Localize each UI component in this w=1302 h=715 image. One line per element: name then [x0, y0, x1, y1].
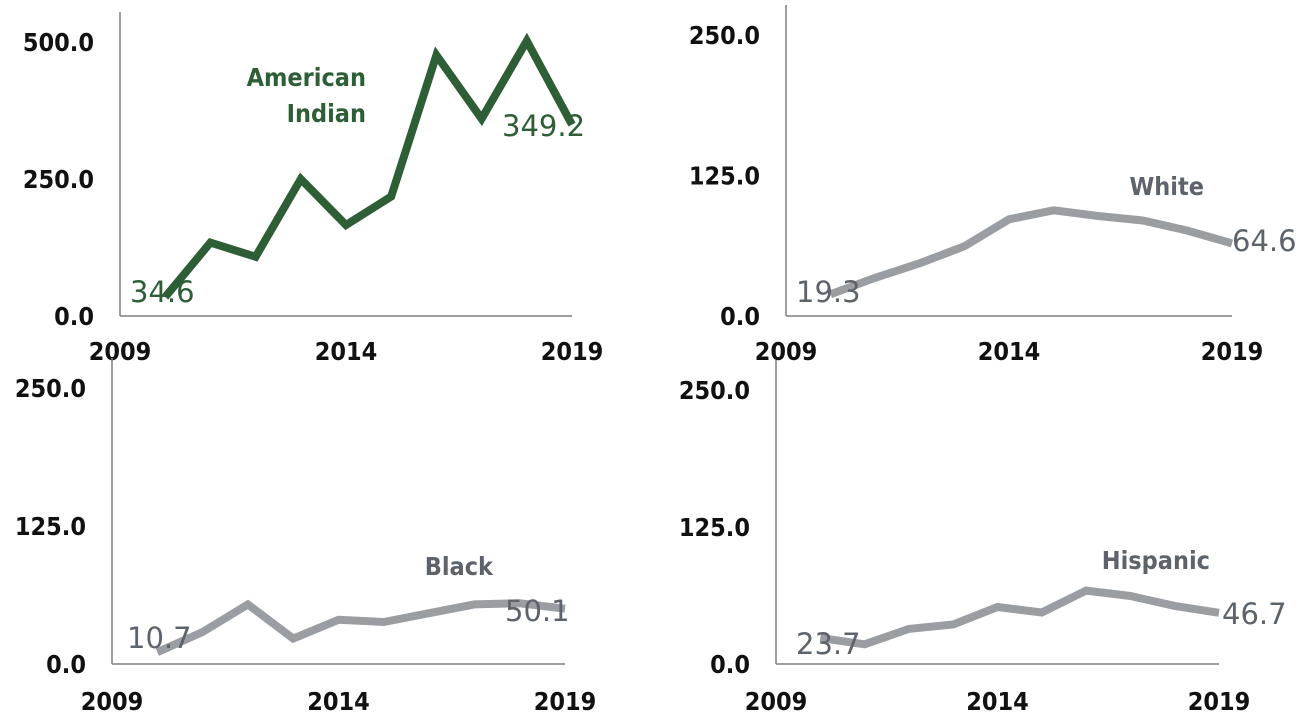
- x-tick-label: 2019: [534, 687, 597, 715]
- x-tick-label: 2009: [89, 337, 152, 366]
- y-tick-label: 250.0: [689, 21, 760, 50]
- series-line-hispanic: [819, 586, 1220, 649]
- last-value-label: 64.6: [1232, 224, 1297, 258]
- y-tick-label: 250.0: [23, 165, 94, 194]
- series-name-label: Hispanic: [1102, 546, 1210, 575]
- panel-hispanic: 0.0 125.0 250.0 2009 2014 2019 Hispanic 23.7 46.…: [679, 360, 1287, 715]
- last-value-label: 46.7: [1222, 597, 1287, 631]
- y-tick-label: 0.0: [710, 650, 750, 679]
- y-tick-label: 250.0: [15, 374, 86, 403]
- y-tick-label: 125.0: [15, 512, 86, 541]
- y-tick-label: 250.0: [679, 376, 750, 405]
- x-tick-label: 2014: [315, 337, 378, 366]
- series-line-white: [829, 206, 1234, 299]
- first-value-label: 34.6: [130, 275, 195, 309]
- first-value-label: 10.7: [127, 621, 192, 655]
- x-tick-label: 2019: [1201, 337, 1264, 366]
- series-name-line: Indian: [287, 99, 366, 128]
- first-value-label: 23.7: [796, 627, 861, 661]
- series-line-american-indian: [162, 32, 576, 300]
- last-value-label: 349.2: [502, 109, 585, 143]
- y-tick-label: 125.0: [679, 513, 750, 542]
- y-tick-label: 125.0: [689, 162, 760, 191]
- x-tick-label: 2009: [755, 337, 818, 366]
- x-tick-label: 2009: [745, 687, 808, 715]
- panel-white: 0.0 125.0 250.0 2009 2014 2019 White 19.3 64.6: [689, 5, 1297, 366]
- panel-american-indian: 0.0 250.0 500.0 2009 2014 2019 American Indian 3…: [23, 12, 603, 366]
- x-tick-label: 2019: [1188, 687, 1251, 715]
- y-tick-label: 0.0: [46, 650, 86, 679]
- series-name-label: American Indian: [247, 63, 366, 128]
- series-name-label: Black: [425, 552, 494, 581]
- first-value-label: 19.3: [796, 275, 861, 309]
- x-tick-label: 2014: [966, 687, 1029, 715]
- x-tick-label: 2009: [81, 687, 144, 715]
- last-value-label: 50.1: [505, 594, 570, 628]
- y-tick-label: 500.0: [23, 28, 94, 57]
- x-tick-label: 2019: [541, 337, 604, 366]
- x-tick-label: 2014: [307, 687, 370, 715]
- series-name-label: White: [1129, 172, 1204, 201]
- series-name-line: American: [247, 63, 366, 92]
- y-tick-label: 0.0: [54, 302, 94, 331]
- x-tick-label: 2014: [978, 337, 1041, 366]
- series-line-black: [155, 599, 566, 656]
- y-tick-label: 0.0: [720, 302, 760, 331]
- panel-black: 0.0 125.0 250.0 2009 2014 2019 Black 10.7 50.1: [15, 358, 596, 715]
